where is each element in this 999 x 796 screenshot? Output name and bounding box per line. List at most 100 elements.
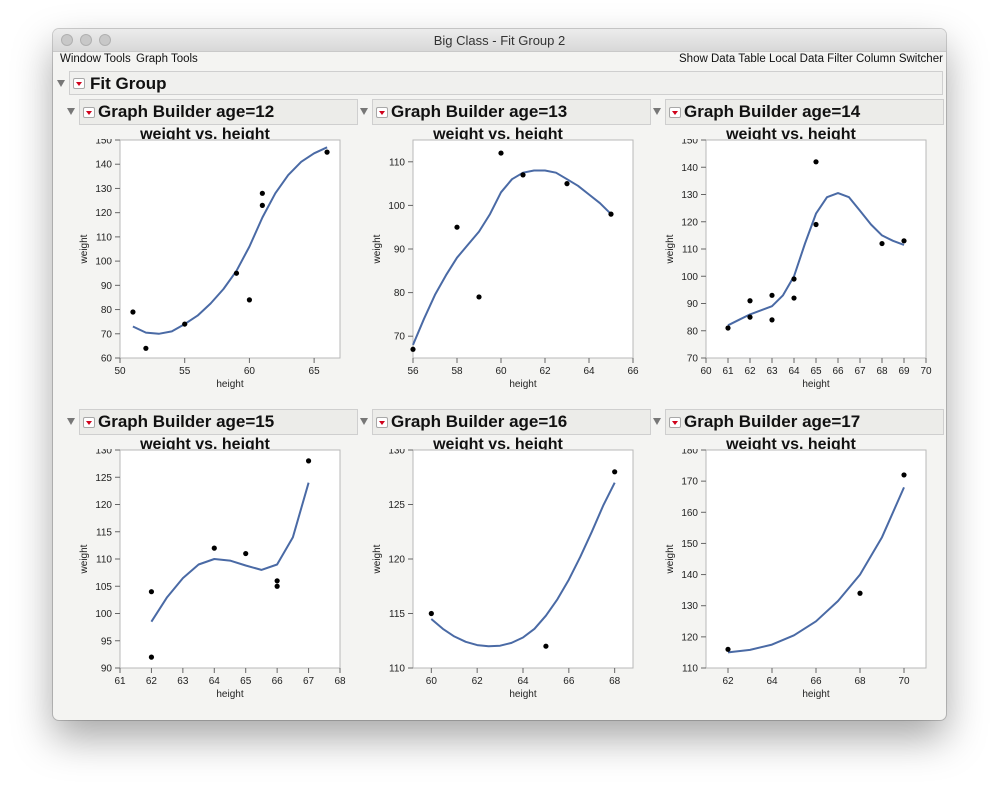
x-tick-label: 55 (179, 366, 191, 377)
minimize-window-button[interactable] (80, 34, 92, 46)
data-point (148, 654, 155, 660)
chart-svg: 70 80 90 100 110 120 130 140 150 60 61 62 63 64 65 66 67… (665, 139, 932, 390)
menu-window-tools[interactable]: Window Tools (60, 53, 131, 65)
x-tick-label: 62 (146, 676, 158, 687)
red-triangle-menu-icon[interactable] (376, 417, 388, 428)
x-tick-label: 66 (832, 366, 844, 377)
graph-builder-title: Graph Builder age=15 (98, 412, 275, 431)
red-triangle-menu-icon[interactable] (376, 107, 388, 118)
disclosure-triangle-icon[interactable] (57, 80, 65, 87)
window-title: Big Class - Fit Group 2 (433, 33, 566, 48)
graph-builder-title: Graph Builder age=16 (391, 412, 568, 431)
plot-frame (412, 449, 634, 669)
data-point (747, 314, 753, 320)
y-tick-label: 150 (95, 139, 112, 147)
red-triangle-menu-icon[interactable] (669, 107, 681, 118)
red-triangle-menu-icon[interactable] (83, 417, 95, 428)
disclosure-triangle-icon[interactable] (360, 418, 368, 425)
x-tick-label: 62 (722, 676, 734, 687)
data-point (608, 211, 614, 217)
graph-builder-header: Graph Builder age=15 (79, 409, 358, 435)
x-tick-label: 63 (177, 676, 189, 687)
x-axis-label: height (802, 379, 829, 390)
x-tick-label: 62 (744, 366, 756, 377)
data-point (274, 583, 280, 589)
data-point (543, 643, 549, 649)
red-triangle-menu-icon[interactable] (669, 417, 681, 428)
x-tick-label: 61 (722, 366, 734, 377)
y-tick-label: 120 (681, 632, 698, 643)
red-triangle-menu-icon[interactable] (73, 78, 85, 89)
y-tick-label: 70 (101, 329, 113, 340)
x-tick-label: 64 (766, 676, 778, 687)
data-point (879, 240, 885, 247)
fit-line (430, 482, 616, 648)
plot-frame (705, 139, 927, 359)
graph-builder-panel: Graph Builder age=16 weight vs. height 110… (346, 409, 651, 719)
menu-local-data-filter[interactable]: Local Data Filter (769, 53, 853, 65)
y-tick-label: 180 (681, 449, 698, 457)
x-tick-label: 56 (407, 366, 419, 377)
y-tick-label: 125 (95, 473, 112, 484)
data-point (498, 150, 504, 156)
x-tick-label: 60 (426, 676, 438, 687)
y-tick-label: 115 (96, 527, 112, 538)
x-tick-label: 60 (700, 366, 712, 377)
y-tick-label: 100 (388, 201, 405, 212)
graph-builder-panel: Graph Builder age=13 weight vs. height 70 8… (346, 99, 651, 409)
x-tick-label: 70 (898, 676, 910, 687)
y-axis-label: weight (372, 544, 383, 574)
data-point (791, 276, 797, 282)
chart-title: weight vs. height (433, 126, 563, 143)
y-tick-label: 90 (101, 664, 113, 675)
chart-svg: 90 95 100 105 110 115 120 125 130 61 62 63 64 65 66 67 6… (79, 449, 346, 700)
close-window-button[interactable] (61, 34, 73, 46)
x-tick-label: 64 (517, 676, 529, 687)
x-tick-label: 60 (244, 366, 256, 377)
x-tick-label: 68 (334, 676, 346, 687)
y-axis-label: weight (665, 234, 676, 264)
x-tick-label: 68 (876, 366, 888, 377)
y-tick-label: 80 (687, 326, 699, 337)
fit-group-title: Fit Group (90, 74, 167, 93)
data-point (813, 159, 819, 165)
x-tick-label: 50 (114, 366, 126, 377)
chart-svg: 110 115 120 125 130 60 62 64 66 68 height weight (372, 449, 634, 700)
menu-column-switcher[interactable]: Column Switcher (856, 53, 943, 65)
graph-builder-title: Graph Builder age=13 (391, 102, 568, 121)
y-tick-label: 140 (681, 570, 698, 581)
y-axis-label: weight (372, 234, 383, 264)
data-point (410, 346, 416, 352)
fit-line (727, 486, 905, 654)
chart-title: weight vs. height (140, 126, 270, 143)
data-point (143, 345, 149, 351)
disclosure-triangle-icon[interactable] (67, 418, 75, 425)
red-triangle-menu-icon[interactable] (83, 107, 95, 118)
y-tick-label: 80 (394, 288, 406, 299)
zoom-window-button[interactable] (99, 34, 111, 46)
graph-builder-panel: Graph Builder age=14 weight vs. height 70 8… (639, 99, 944, 409)
data-point (725, 325, 731, 331)
disclosure-triangle-icon[interactable] (653, 108, 661, 115)
graph-builder-header: Graph Builder age=13 (372, 99, 651, 125)
y-tick-label: 110 (96, 555, 112, 566)
x-tick-label: 62 (539, 366, 551, 377)
menu-show-data-table[interactable]: Show Data Table (679, 53, 766, 65)
y-tick-label: 100 (95, 257, 112, 268)
menu-graph-tools[interactable]: Graph Tools (136, 53, 198, 65)
data-point (233, 270, 240, 276)
chart-title: weight vs. height (726, 436, 856, 453)
y-tick-label: 140 (681, 163, 698, 174)
data-point (564, 181, 570, 187)
x-tick-label: 61 (114, 676, 126, 687)
y-tick-label: 120 (95, 500, 112, 511)
chart-svg: 70 80 90 100 110 56 58 60 62 64 66 height weight (372, 139, 639, 390)
x-tick-label: 60 (495, 366, 507, 377)
y-tick-label: 110 (682, 664, 698, 675)
disclosure-triangle-icon[interactable] (653, 418, 661, 425)
disclosure-triangle-icon[interactable] (67, 108, 75, 115)
x-tick-label: 66 (810, 676, 822, 687)
y-tick-label: 130 (388, 449, 405, 457)
disclosure-triangle-icon[interactable] (360, 108, 368, 115)
x-tick-label: 58 (451, 366, 463, 377)
